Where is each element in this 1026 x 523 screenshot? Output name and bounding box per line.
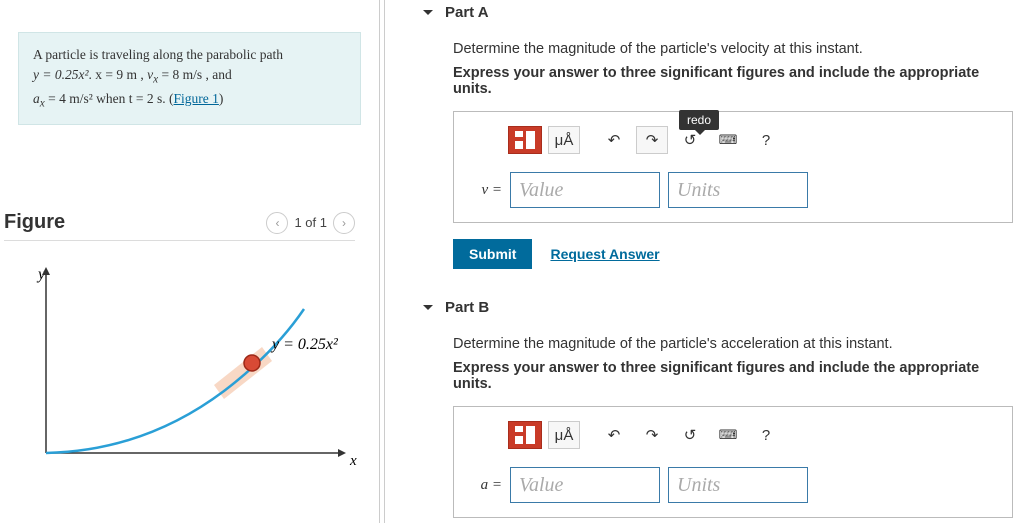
part-b-header[interactable]: Part B xyxy=(393,295,1018,322)
figure-prev-button[interactable]: ‹ xyxy=(266,212,288,234)
caret-down-icon xyxy=(423,10,433,15)
part-a-answer-box: redo μÅ ↶ ↷ ↺ ⌨ ? xyxy=(453,111,1013,223)
equation-y: y = 0.25x² xyxy=(33,67,89,82)
redo-button[interactable]: ↷ xyxy=(636,421,668,449)
help-button[interactable]: ? xyxy=(750,421,782,449)
part-a-header[interactable]: Part A xyxy=(393,0,1018,27)
reset-button[interactable]: ↺ xyxy=(674,421,706,449)
redo-tooltip: redo xyxy=(679,110,719,130)
help-button[interactable]: ? xyxy=(750,126,782,154)
toolbar-b: μÅ ↶ ↷ ↺ ⌨ ? xyxy=(508,421,996,449)
figure-next-button[interactable]: › xyxy=(333,212,355,234)
figure-link[interactable]: Figure 1 xyxy=(174,91,219,106)
figure-page-indicator: 1 of 1 xyxy=(294,215,327,230)
figure-image: y x y = 0.25x² xyxy=(4,261,365,484)
part-a-hint: Express your answer to three significant… xyxy=(453,65,1008,97)
special-chars-button[interactable]: μÅ xyxy=(548,126,580,154)
part-b-prompt: Determine the magnitude of the particle'… xyxy=(453,336,1008,352)
part-b-answer-box: μÅ ↶ ↷ ↺ ⌨ ? a = Value Units xyxy=(453,406,1013,518)
problem-statement: A particle is traveling along the parabo… xyxy=(18,32,361,125)
undo-button[interactable]: ↶ xyxy=(598,126,630,154)
templates-icon[interactable] xyxy=(508,126,542,154)
x-axis-label: x xyxy=(349,453,357,469)
part-b-hint: Express your answer to three significant… xyxy=(453,360,1008,392)
toolbar-a: μÅ ↶ ↷ ↺ ⌨ ? xyxy=(508,126,996,154)
value-input-b[interactable]: Value xyxy=(510,467,660,503)
submit-button-a[interactable]: Submit xyxy=(453,239,532,269)
units-input-b[interactable]: Units xyxy=(668,467,808,503)
undo-button[interactable]: ↶ xyxy=(598,421,630,449)
keyboard-button[interactable]: ⌨ xyxy=(712,421,744,449)
particle-marker xyxy=(244,355,260,371)
curve xyxy=(46,309,304,453)
keyboard-button[interactable]: ⌨ xyxy=(712,126,744,154)
request-answer-a[interactable]: Request Answer xyxy=(550,246,659,262)
value-input-a[interactable]: Value xyxy=(510,172,660,208)
part-a-prompt: Determine the magnitude of the particle'… xyxy=(453,41,1008,57)
units-input-a[interactable]: Units xyxy=(668,172,808,208)
templates-icon[interactable] xyxy=(508,421,542,449)
caret-down-icon xyxy=(423,305,433,310)
var-label-a: a = xyxy=(476,477,502,494)
redo-button[interactable]: ↷ xyxy=(636,126,668,154)
figure-title: Figure xyxy=(4,211,65,234)
special-chars-button[interactable]: μÅ xyxy=(548,421,580,449)
var-label-v: v = xyxy=(476,182,502,199)
curve-equation: y = 0.25x² xyxy=(270,336,339,353)
